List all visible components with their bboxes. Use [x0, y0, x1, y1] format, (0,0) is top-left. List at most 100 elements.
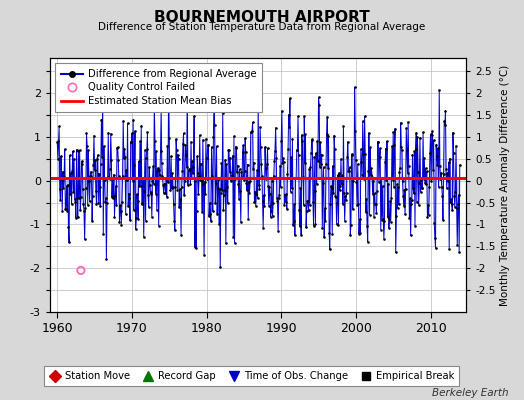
Point [360, 176, 368, 182]
Point [400, 203, 408, 209]
Point [239, 176, 248, 183]
Point [235, 196, 243, 202]
Point [298, 132, 306, 138]
Point [62, 206, 70, 212]
Point [198, 209, 206, 215]
Point [54, 138, 63, 144]
Point [304, 207, 313, 213]
Point [222, 161, 231, 167]
Point [53, 139, 61, 145]
Point [348, 151, 356, 157]
Point [118, 199, 126, 205]
Point [312, 181, 321, 187]
Point [248, 128, 256, 135]
Point [390, 184, 398, 190]
Point [373, 188, 381, 194]
Point [288, 185, 296, 192]
Point [340, 189, 348, 196]
Point [246, 129, 255, 135]
Point [243, 187, 251, 193]
Point [397, 120, 405, 126]
Point [197, 160, 205, 167]
Point [272, 195, 281, 201]
Point [84, 147, 93, 154]
Point [359, 150, 367, 157]
Point [299, 174, 307, 180]
Point [101, 199, 110, 205]
Point [233, 169, 241, 176]
Point [409, 185, 417, 191]
Point [169, 201, 178, 208]
Point [318, 151, 326, 158]
Point [155, 166, 163, 173]
Point [135, 158, 143, 165]
Point [337, 156, 345, 162]
Point [285, 112, 293, 118]
Point [196, 177, 204, 184]
Point [181, 178, 189, 184]
Point [375, 154, 384, 160]
Point [332, 220, 341, 227]
Point [329, 190, 337, 196]
Point [391, 249, 400, 256]
Point [139, 174, 147, 181]
Point [59, 185, 68, 191]
Point [412, 198, 421, 205]
Point [386, 198, 394, 204]
Point [253, 167, 261, 174]
Point [353, 202, 362, 208]
Point [152, 207, 161, 213]
Point [193, 153, 201, 159]
Point [406, 195, 414, 202]
Point [102, 195, 110, 202]
Point [215, 186, 224, 192]
Point [384, 214, 392, 220]
Point [445, 156, 454, 162]
Point [339, 201, 347, 207]
Point [294, 152, 303, 158]
Point [402, 125, 410, 131]
Point [364, 168, 373, 174]
Point [303, 198, 312, 204]
Point [85, 198, 94, 204]
Point [205, 213, 213, 220]
Point [165, 83, 173, 89]
Point [264, 145, 272, 151]
Point [201, 179, 209, 185]
Point [400, 186, 409, 193]
Point [212, 143, 221, 149]
Point [189, 170, 197, 177]
Point [432, 153, 441, 159]
Point [217, 189, 225, 196]
Point [331, 193, 340, 200]
Point [384, 181, 392, 187]
Point [266, 214, 275, 220]
Point [238, 175, 246, 182]
Point [161, 190, 170, 196]
Point [354, 200, 363, 207]
Point [221, 157, 230, 163]
Point [192, 245, 200, 251]
Point [366, 144, 374, 150]
Point [274, 198, 282, 205]
Point [242, 149, 250, 156]
Y-axis label: Monthly Temperature Anomaly Difference (°C): Monthly Temperature Anomaly Difference (… [500, 64, 510, 306]
Point [58, 177, 66, 184]
Point [387, 218, 395, 225]
Point [428, 128, 436, 134]
Point [424, 212, 433, 218]
Point [251, 188, 259, 195]
Point [334, 172, 342, 178]
Point [425, 184, 433, 191]
Point [203, 155, 211, 161]
Point [106, 130, 115, 137]
Point [73, 194, 81, 201]
Point [349, 178, 357, 184]
Point [235, 166, 244, 172]
Point [182, 152, 190, 158]
Point [115, 173, 123, 180]
Point [70, 196, 79, 202]
Point [322, 160, 330, 167]
Point [417, 189, 425, 195]
Point [69, 148, 77, 155]
